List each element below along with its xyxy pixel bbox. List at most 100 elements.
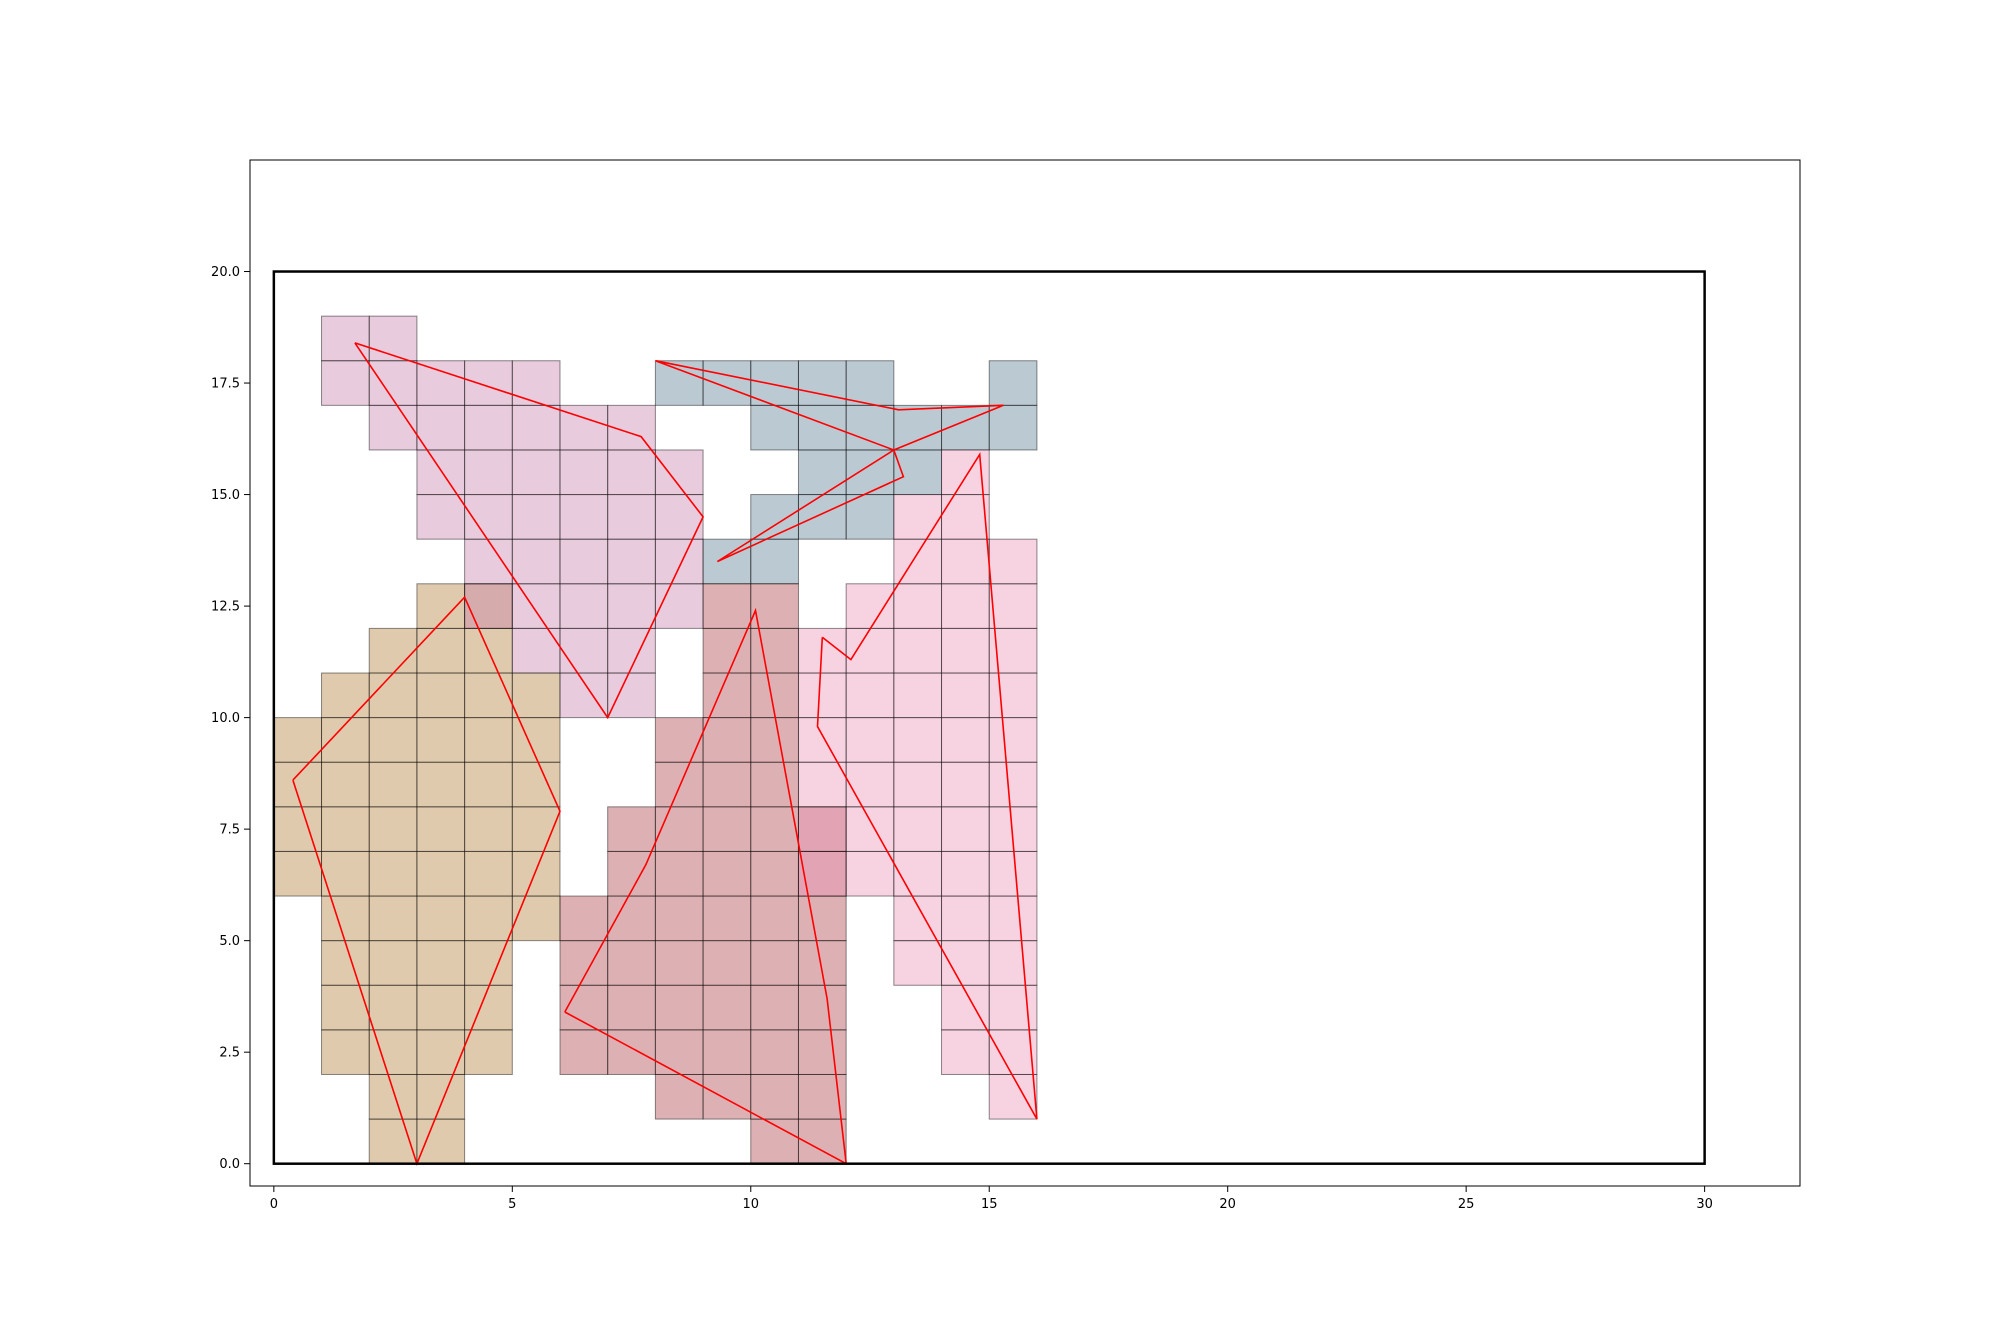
grid-cell (750, 627, 799, 674)
grid-cell (416, 940, 466, 986)
grid-cell (464, 672, 513, 719)
grid-cell (464, 850, 513, 897)
grid-cell (702, 984, 752, 1031)
grid-cell (941, 1029, 990, 1075)
grid-cell (368, 404, 418, 451)
grid-cell (654, 895, 704, 942)
grid-cell (368, 672, 418, 719)
axes-frame (249, 159, 1801, 1187)
grid-cell (607, 895, 656, 942)
grid-cell (559, 449, 609, 496)
grid-cell (654, 806, 704, 852)
grid-cell (750, 494, 799, 540)
grid-cell (607, 984, 656, 1031)
grid-cell (654, 1073, 704, 1120)
grid-cell (464, 360, 513, 406)
grid-cell (273, 761, 323, 808)
grid-cell (321, 360, 370, 406)
grid-cell (368, 1073, 418, 1120)
grid-cell (988, 672, 1038, 719)
grid-cell (893, 761, 943, 808)
grid-cell (654, 1029, 704, 1075)
grid-cell (797, 895, 847, 942)
grid-cell (845, 717, 895, 763)
grid-cell (416, 895, 466, 942)
grid-cell (607, 494, 656, 540)
grid-cell (368, 1029, 418, 1075)
grid-cell (797, 761, 847, 808)
grid-cell (416, 1029, 466, 1075)
grid-cell (941, 806, 990, 852)
y-tick-label: 17.5 (211, 377, 240, 392)
grid-cell (988, 761, 1038, 808)
grid-cell (321, 806, 370, 852)
grid-cell (845, 672, 895, 719)
grid-cell (654, 850, 704, 897)
grid-cell (797, 850, 847, 897)
region-2-cells (321, 315, 704, 719)
grid-cell (845, 583, 895, 629)
grid-cell (607, 806, 656, 852)
polygon-overlays (292, 342, 1038, 1167)
grid-cell (368, 315, 418, 362)
grid-cell (321, 1029, 370, 1075)
grid-cell (893, 850, 943, 897)
grid-cell (750, 717, 799, 763)
grid-cell (941, 494, 990, 540)
grid-cell (416, 672, 466, 719)
y-tick-label: 10.0 (211, 711, 240, 726)
x-axis-ticks: 0 5 10 15 20 25 30 (270, 1186, 1713, 1212)
grid-cell (845, 627, 895, 674)
grid-cell (893, 494, 943, 540)
grid-cell (511, 449, 561, 496)
grid-cell (607, 850, 656, 897)
y-tick-label: 7.5 (219, 823, 240, 838)
grid-cell (941, 940, 990, 986)
grid-cell (893, 717, 943, 763)
grid-cell (702, 761, 752, 808)
grid-cell (464, 404, 513, 451)
grid-cell (416, 627, 466, 674)
grid-cell (845, 449, 895, 496)
grid-cell (750, 806, 799, 852)
grid-cell (464, 1029, 513, 1075)
grid-cell (941, 672, 990, 719)
grid-cell (368, 761, 418, 808)
grid-cell (607, 449, 656, 496)
grid-cell (702, 672, 752, 719)
grid-cell (511, 404, 561, 451)
grid-cell (988, 717, 1038, 763)
grid-cell (845, 761, 895, 808)
grid-cell (368, 895, 418, 942)
grid-cell (654, 940, 704, 986)
grid-cell (416, 806, 466, 852)
grid-cell (702, 538, 752, 585)
grid-cell (416, 850, 466, 897)
grid-cell (464, 761, 513, 808)
region-5-cells (797, 449, 1038, 1120)
grid-cell (702, 1029, 752, 1075)
grid-cell (750, 538, 799, 585)
grid-cell (845, 806, 895, 852)
grid-cell (273, 850, 323, 897)
y-tick-label: 5.0 (219, 934, 240, 949)
grid-cell (654, 494, 704, 540)
y-tick-label: 0.0 (219, 1157, 240, 1172)
grid-cell (416, 1073, 466, 1120)
grid-cell (416, 761, 466, 808)
grid-cell (464, 940, 513, 986)
grid-cell (702, 895, 752, 942)
grid-cell (941, 583, 990, 629)
grid-cell (416, 404, 466, 451)
grid-cell (797, 404, 847, 451)
grid-cell (654, 984, 704, 1031)
grid-cell (511, 850, 561, 897)
grid-cell (750, 1073, 799, 1120)
grid-cell (797, 672, 847, 719)
grid-cell (368, 806, 418, 852)
grid-cell (988, 360, 1038, 406)
grid-cell (511, 494, 561, 540)
grid-cell (893, 627, 943, 674)
region-5-polygon (816, 451, 1038, 1120)
